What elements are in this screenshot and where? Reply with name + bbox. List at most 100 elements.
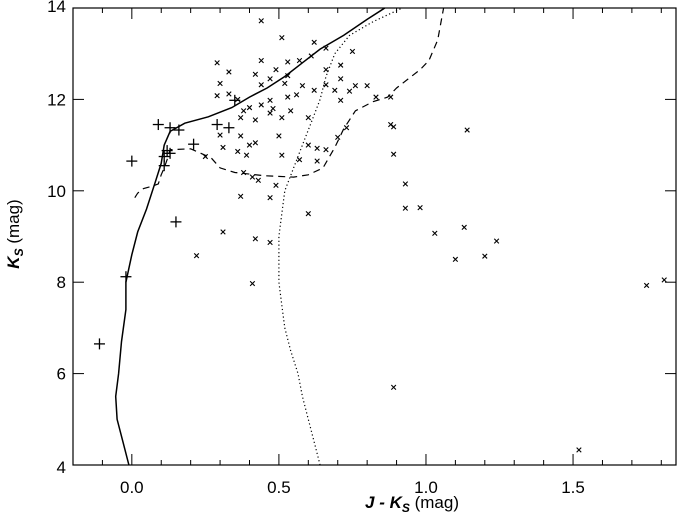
y-axis-title: KS (mag): [4, 199, 26, 268]
cross-marker-b: [432, 230, 438, 236]
cross-marker-b: [246, 142, 253, 148]
cross-marker: [349, 48, 356, 55]
cross-marker-b: [335, 134, 341, 141]
cross-marker: [240, 169, 247, 176]
y-tick-label: 14: [47, 0, 66, 16]
cross-marker: [193, 253, 200, 259]
cross-marker-b: [273, 67, 279, 73]
cross-marker: [258, 82, 264, 88]
cross-marker-b: [237, 133, 244, 139]
cross-marker-b: [311, 39, 317, 45]
cross-marker: [311, 39, 317, 45]
cross-marker: [243, 152, 250, 158]
cross-marker: [296, 57, 303, 64]
cross-marker: [352, 83, 359, 89]
plot-frame: [72, 7, 677, 466]
cross-marker-b: [390, 124, 397, 130]
cross-marker: [235, 148, 241, 155]
y-axis-var: K: [4, 255, 23, 269]
x-tick-label: 0.0: [120, 478, 144, 497]
cross-marker-b: [237, 114, 244, 121]
cross-marker-b: [323, 67, 329, 73]
cross-marker: [464, 127, 470, 133]
cross-marker-b: [643, 282, 650, 289]
cross-marker-b: [252, 236, 259, 242]
cross-marker-b: [305, 114, 312, 121]
cross-marker: [226, 91, 232, 97]
cross-marker-b: [323, 82, 329, 88]
x-axis-unit: (mag): [410, 493, 459, 512]
cross-marker-b: [267, 239, 273, 246]
cross-marker-b: [285, 59, 291, 65]
y-tick-label: 12: [47, 90, 66, 109]
cross-marker-b: [308, 53, 314, 59]
cross-marker: [643, 282, 650, 289]
cross-marker-b: [267, 194, 273, 201]
cross-marker-b: [276, 133, 282, 139]
cross-marker: [308, 53, 314, 59]
cross-marker-b: [279, 114, 285, 121]
cross-marker-b: [285, 94, 291, 100]
cross-marker-b: [252, 71, 259, 77]
y-tick-labels: 4 6 8 10 12 14: [47, 0, 66, 477]
y-tick-label: 6: [57, 365, 66, 384]
y-axis-unit: (mag): [4, 199, 23, 248]
cross-marker: [337, 76, 344, 82]
plus-marker: [93, 338, 105, 350]
x-axis-operator: -: [374, 493, 389, 512]
cross-marker-b: [226, 69, 232, 75]
cross-marker: [258, 102, 264, 108]
cross-marker: [285, 72, 291, 79]
cross-marker-b: [258, 102, 264, 108]
cross-marker: [246, 142, 253, 148]
cross-marker: [246, 104, 253, 111]
axis-ticks: [72, 7, 676, 466]
cross-marker-b: [314, 158, 320, 164]
cross-marker-b: [305, 142, 312, 148]
cross-marker: [314, 158, 320, 164]
cross-marker-b: [226, 91, 232, 97]
cross-marker: [461, 224, 467, 231]
solid-isochrone-curve: [114, 7, 386, 466]
cross-marker: [311, 87, 317, 93]
cross-marker: [417, 205, 423, 211]
x-tick-labels: 0.0 0.5 1.0 1.5: [120, 478, 585, 497]
cross-marker: [296, 157, 303, 163]
cross-marker-b: [258, 82, 264, 88]
cross-marker: [267, 76, 273, 82]
cross-marker: [220, 229, 226, 235]
cross-marker: [576, 447, 582, 453]
cross-marker: [323, 146, 329, 153]
cross-marker: [387, 94, 394, 100]
cross-marker: [237, 133, 244, 139]
cross-marker: [217, 80, 223, 87]
x-axis-var2-subscript: S: [402, 501, 410, 515]
cross-marker-b: [217, 80, 223, 87]
cross-marker-b: [452, 256, 459, 263]
cross-marker: [364, 83, 370, 89]
cross-marker-b: [402, 181, 409, 187]
cross-marker-b: [387, 94, 394, 100]
cross-marker-b: [279, 35, 285, 41]
plus-marker: [152, 119, 164, 131]
cross-marker: [279, 152, 285, 158]
x-tick-label: 0.5: [267, 478, 291, 497]
cross-marker-b: [193, 253, 200, 259]
cross-marker-b: [314, 145, 320, 151]
cross-marker: [252, 236, 259, 242]
cross-marker: [346, 88, 353, 94]
cross-marker-b: [349, 48, 356, 55]
cross-marker: [314, 145, 320, 151]
cross-marker: [343, 125, 350, 131]
cross-marker: [323, 82, 329, 88]
cross-marker: [285, 59, 291, 65]
cross-marker-b: [258, 18, 264, 24]
cross-marker-b: [214, 93, 220, 99]
cross-marker: [482, 253, 488, 259]
cross-marker: [337, 62, 344, 68]
cross-marker-b: [346, 88, 353, 94]
cross-marker-b: [337, 97, 344, 104]
cross-marker: [270, 105, 276, 112]
cross-marker: [299, 83, 306, 89]
cross-marker: [335, 134, 341, 141]
